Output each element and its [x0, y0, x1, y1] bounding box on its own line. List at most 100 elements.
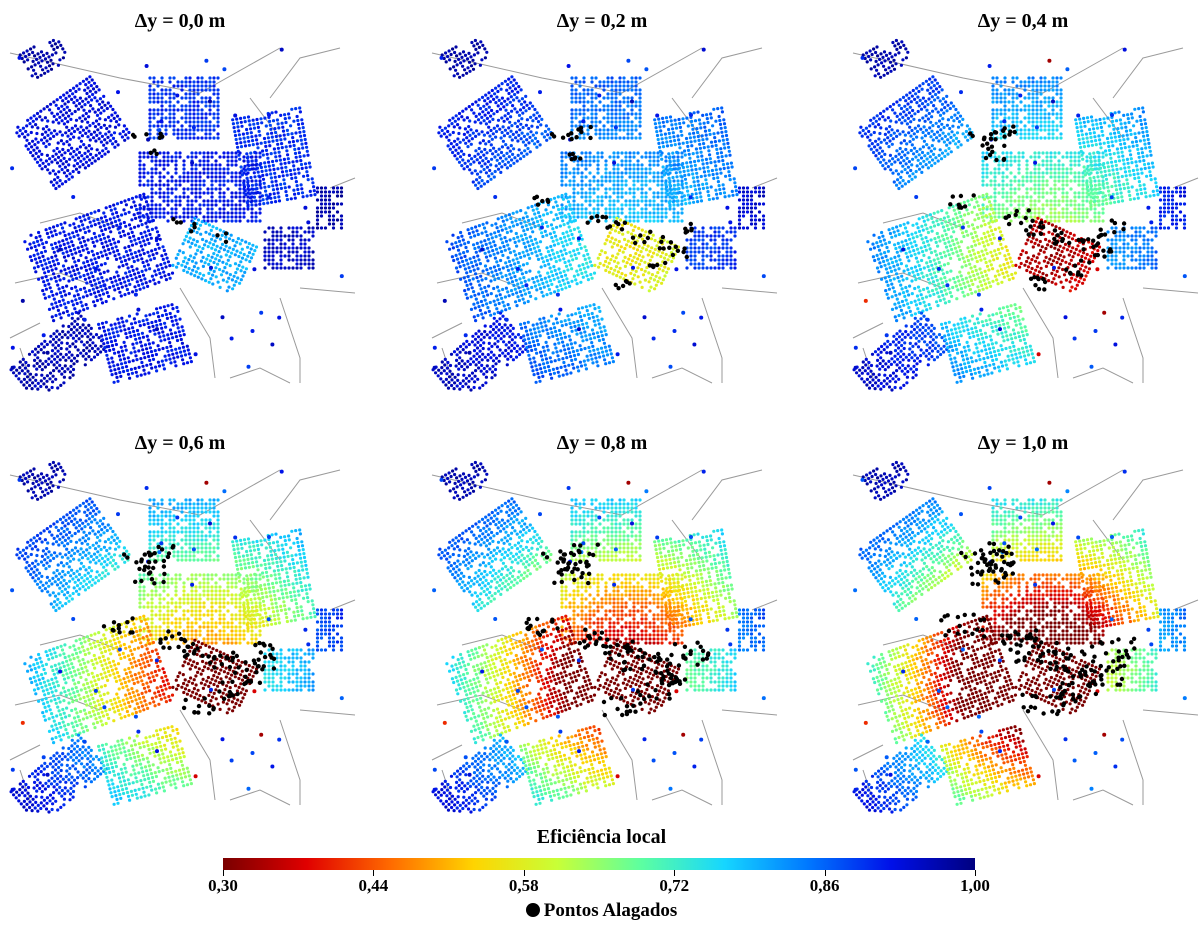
- network-map-panel: Δy = 0,2 m: [422, 0, 782, 400]
- network-node: [28, 255, 32, 259]
- network-node: [640, 175, 644, 179]
- network-node: [655, 244, 659, 248]
- network-node: [468, 119, 472, 123]
- network-node: [527, 291, 531, 295]
- network-node: [88, 280, 93, 284]
- network-node: [490, 223, 494, 227]
- network-node: [648, 249, 652, 253]
- network-node: [610, 100, 614, 104]
- network-node: [202, 171, 206, 175]
- network-node: [283, 266, 287, 270]
- network-node: [656, 207, 660, 211]
- network-node: [477, 258, 481, 262]
- network-node: [632, 175, 636, 179]
- network-node: [168, 120, 172, 124]
- network-node: [96, 217, 100, 222]
- network-node: [48, 157, 52, 161]
- network-node: [582, 92, 586, 96]
- network-node: [453, 381, 457, 385]
- network-node: [581, 263, 585, 267]
- network-node: [161, 363, 165, 367]
- network-node: [633, 282, 637, 286]
- network-node: [634, 124, 638, 128]
- network-node: [275, 262, 279, 266]
- network-node: [142, 239, 146, 243]
- network-node: [713, 234, 717, 238]
- network-node: [489, 266, 493, 270]
- network-node: [61, 330, 65, 334]
- network-node: [622, 124, 626, 128]
- network-node: [271, 226, 275, 230]
- network-node: [661, 278, 665, 282]
- network-node: [552, 196, 557, 200]
- network-node: [187, 258, 191, 262]
- network-node: [202, 203, 206, 207]
- network-node: [610, 120, 614, 124]
- network-node: [319, 206, 324, 210]
- network-node: [104, 240, 108, 244]
- network-node: [186, 187, 190, 191]
- network-node: [162, 367, 166, 371]
- network-node: [118, 325, 122, 329]
- network-node: [184, 116, 188, 120]
- network-node: [54, 340, 58, 344]
- network-node: [140, 282, 145, 286]
- network-node: [299, 254, 303, 258]
- network-node: [515, 257, 519, 261]
- network-node: [668, 135, 672, 139]
- network-node: [557, 280, 561, 284]
- network-node: [588, 155, 592, 159]
- network-node: [162, 270, 166, 274]
- network-node: [267, 258, 271, 262]
- network-node: [584, 248, 588, 253]
- network-node: [477, 146, 481, 151]
- network-node: [145, 347, 149, 351]
- network-node: [51, 374, 55, 378]
- network-node: [696, 134, 700, 139]
- network-node: [204, 239, 208, 243]
- network-node: [137, 215, 141, 219]
- network-node: [668, 155, 672, 159]
- network-node: [60, 104, 64, 108]
- network-node: [624, 151, 628, 155]
- network-node: [254, 163, 258, 167]
- network-node: [100, 288, 104, 292]
- network-node: [234, 171, 238, 175]
- network-node: [634, 269, 638, 273]
- network-node: [54, 313, 58, 318]
- network-node: [206, 191, 210, 195]
- network-node: [506, 160, 510, 164]
- network-node: [87, 144, 91, 148]
- network-node: [487, 309, 491, 313]
- network-node: [299, 246, 303, 250]
- road: [701, 297, 723, 383]
- network-node: [115, 330, 119, 334]
- network-node: [476, 313, 480, 318]
- network-node: [108, 139, 112, 143]
- network-node: [658, 276, 662, 280]
- network-node: [664, 199, 668, 203]
- network-node: [141, 335, 145, 339]
- network-node: [725, 242, 729, 246]
- network-node: [283, 242, 287, 246]
- network-node: [214, 187, 218, 191]
- network-node: [496, 298, 500, 302]
- network-node: [564, 183, 568, 187]
- network-node: [464, 280, 468, 284]
- network-node: [515, 223, 519, 227]
- network-node: [164, 278, 168, 282]
- network-node: [54, 232, 58, 237]
- network-node: [623, 246, 627, 251]
- network-node: [149, 350, 154, 354]
- network-node: [141, 273, 146, 277]
- network-node: [266, 201, 270, 205]
- network-node: [180, 108, 184, 112]
- network-node: [294, 155, 298, 159]
- network-node: [594, 96, 598, 100]
- network-node: [722, 191, 727, 195]
- network-node: [150, 175, 154, 179]
- network-node: [258, 207, 262, 211]
- network-node: [204, 116, 208, 120]
- network-node: [610, 84, 614, 88]
- network-node: [32, 241, 36, 245]
